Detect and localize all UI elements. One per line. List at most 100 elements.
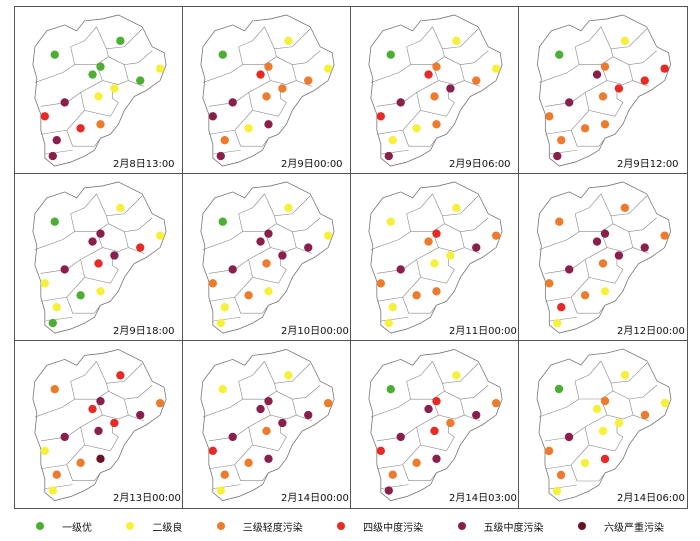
admin-boundary [460,231,481,254]
boundaries [536,348,672,502]
station-dot [580,124,590,133]
boundaries [32,181,167,334]
admin-boundary [549,316,578,322]
station-dot [110,418,119,428]
station-dot [640,76,649,85]
station-dot [614,418,624,428]
station-dot [323,398,333,408]
stations [544,370,670,496]
region-outline [32,349,167,501]
station-dot [264,287,273,296]
station-dot [555,217,564,226]
station-dot [264,454,273,463]
admin-boundary [276,385,321,400]
admin-boundary [376,277,421,302]
admin-boundary [208,277,253,302]
admin-boundary [264,193,311,217]
admin-boundary [40,277,85,302]
admin-boundary [292,231,313,254]
station-dot [50,50,59,59]
admin-boundary [264,399,297,420]
legend-item-5: 五级中度污染 [457,519,544,534]
station-dot [396,98,405,107]
station-dot [620,370,630,380]
admin-boundary [545,80,608,107]
legend-label: 四级中度污染 [363,522,424,534]
station-dot [412,291,421,300]
admin-boundary [242,383,277,400]
boundaries [368,181,503,334]
station-dot [580,291,590,300]
admin-boundary [579,215,614,232]
admin-boundary [444,385,489,400]
station-dot [376,446,385,456]
admin-boundary [584,259,624,284]
station-dot [432,287,441,296]
station-dot [116,203,125,212]
station-dot [472,410,481,420]
station-dot [388,470,397,479]
station-dot [384,318,393,328]
admin-boundary [570,130,606,147]
station-dot [96,120,105,129]
boundaries [368,14,503,167]
station-dot [88,237,97,246]
region-outline [32,181,167,334]
admin-boundary [402,130,437,147]
station-dot [430,92,439,101]
station-dot [220,470,229,479]
station-dot [446,84,455,93]
admin-boundary [600,231,633,252]
region-map [200,14,335,167]
station-dot [256,70,265,79]
station-dot [155,64,165,73]
legend-dot-icon [577,522,586,530]
admin-boundary [370,398,411,418]
station-dot [592,404,602,414]
station-dot [228,265,237,274]
station-dot [48,318,57,328]
station-dot [50,385,59,394]
admin-boundary [202,64,243,83]
admin-boundary [584,92,624,117]
boundaries [368,349,503,501]
station-dot [116,36,125,45]
station-dot [432,120,441,129]
admin-boundary [444,50,489,65]
station-dot [94,259,103,268]
station-dot [88,70,97,79]
station-dot [384,151,393,161]
station-dot [446,418,455,428]
admin-boundary [584,426,624,452]
admin-boundary [40,80,103,107]
station-dot [52,136,61,145]
station-dot [600,396,610,406]
station-dot [60,432,69,442]
admin-boundary [406,26,433,65]
admin-boundary [545,277,590,302]
admin-boundary [574,193,602,232]
station-dot [430,259,439,268]
station-dot [264,62,273,71]
legend-item-3: 三级轻度污染 [216,519,303,534]
admin-boundary [292,399,313,422]
legend-dot-icon [337,522,346,530]
stations [208,371,333,495]
admin-boundary [600,64,633,85]
station-dot [284,36,293,45]
admin-boundary [96,231,129,252]
region-map [368,181,503,334]
station-dot [491,64,501,73]
station-dot [218,385,227,394]
admin-boundary [212,149,241,155]
station-dot [598,259,608,268]
station-dot [432,396,441,406]
admin-boundary [416,259,455,284]
admin-boundary [44,316,73,322]
region-outline [200,181,335,334]
admin-boundary [612,50,657,65]
station-dot [96,62,105,71]
station-dot [388,303,397,312]
admin-boundary [545,110,590,135]
station-dot [262,426,271,436]
